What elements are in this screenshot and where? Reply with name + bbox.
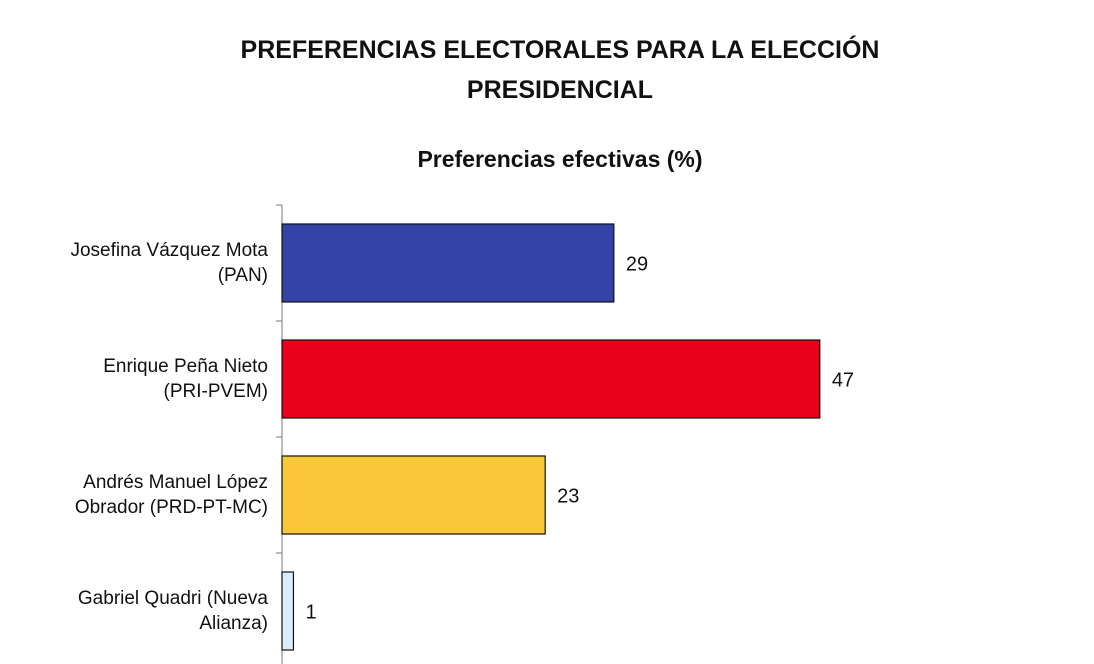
value-label: 23 [557,485,579,507]
bar [281,571,295,651]
value-label: 29 [626,253,648,275]
category-label: Andrés Manuel López Obrador (PRD-PT-MC) [74,472,268,518]
value-label: 1 [305,601,316,623]
bar [281,339,821,419]
chart-subtitle: Preferencias efectivas (%) [417,146,703,172]
category-label: Enrique Peña Nieto (PRI-PVEM) [103,356,268,402]
category-label: Gabriel Quadri (Nueva Alianza) [77,588,268,634]
bar [281,223,615,303]
bar [281,455,546,535]
category-label: Josefina Vázquez Mota (PAN) [70,240,268,286]
value-label: 47 [832,369,854,391]
chart-title: PREFERENCIAS ELECTORALES PARA LA ELECCIÓ… [240,36,880,104]
